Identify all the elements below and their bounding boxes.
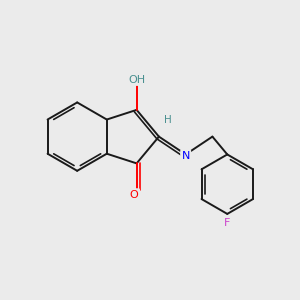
- Text: O: O: [130, 190, 139, 200]
- Text: OH: OH: [128, 75, 145, 85]
- Text: H: H: [164, 115, 172, 125]
- Text: N: N: [182, 151, 190, 161]
- Text: F: F: [224, 218, 230, 228]
